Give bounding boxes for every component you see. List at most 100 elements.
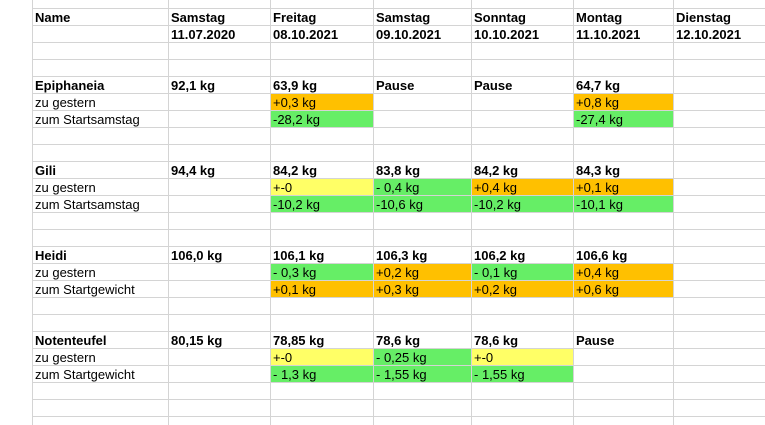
grid-line-horizontal — [32, 161, 765, 162]
delta-cell[interactable]: -27,4 kg — [574, 111, 673, 127]
row-label[interactable]: zu gestern — [35, 350, 96, 365]
grid-line-horizontal — [32, 76, 765, 77]
header-date[interactable]: 11.10.2021 — [576, 27, 641, 42]
grid-line-horizontal — [32, 212, 765, 213]
header-day[interactable]: Samstag — [376, 10, 431, 25]
grid-line-horizontal — [32, 144, 765, 145]
grid-line-horizontal — [32, 263, 765, 264]
grid-line-horizontal — [32, 59, 765, 60]
delta-cell[interactable]: -10,6 kg — [374, 196, 471, 212]
delta-cell[interactable]: -10,2 kg — [472, 196, 573, 212]
delta-cell[interactable]: +0,6 kg — [574, 281, 673, 297]
weight-cell[interactable]: 80,15 kg — [171, 333, 223, 348]
delta-cell[interactable]: +0,1 kg — [574, 179, 673, 195]
delta-cell[interactable]: +-0 — [271, 349, 373, 365]
grid-line-vertical — [373, 0, 374, 425]
header-date[interactable]: 11.07.2020 — [171, 27, 236, 42]
weight-cell[interactable]: 64,7 kg — [576, 78, 621, 93]
weight-cell[interactable]: 78,85 kg — [273, 333, 325, 348]
grid-line-vertical — [573, 0, 574, 425]
row-label[interactable]: zum Startsamstag — [35, 197, 140, 212]
weight-cell[interactable]: 94,4 kg — [171, 163, 216, 178]
delta-cell[interactable]: - 1,3 kg — [271, 366, 373, 382]
grid-line-vertical — [32, 0, 33, 425]
weight-cell[interactable]: 63,9 kg — [273, 78, 318, 93]
header-date[interactable]: 10.10.2021 — [474, 27, 540, 42]
grid-line-horizontal — [32, 110, 765, 111]
person-name[interactable]: Heidi — [35, 248, 67, 263]
grid-line-horizontal — [32, 42, 765, 43]
weight-cell[interactable]: Pause — [474, 78, 513, 93]
delta-cell[interactable]: +0,4 kg — [574, 264, 673, 280]
grid-line-vertical — [673, 0, 674, 425]
delta-cell[interactable]: -28,2 kg — [271, 111, 373, 127]
person-name[interactable]: Epiphaneia — [35, 78, 105, 93]
weight-cell[interactable]: 84,3 kg — [576, 163, 621, 178]
person-name[interactable]: Gili — [35, 163, 56, 178]
delta-cell[interactable]: +0,3 kg — [271, 94, 373, 110]
header-date[interactable]: 08.10.2021 — [273, 27, 339, 42]
grid-line-horizontal — [32, 331, 765, 332]
delta-cell[interactable]: +0,4 kg — [472, 179, 573, 195]
header-name[interactable]: Name — [35, 10, 71, 25]
delta-cell[interactable]: -10,1 kg — [574, 196, 673, 212]
delta-cell[interactable]: - 0,1 kg — [472, 264, 573, 280]
grid-line-horizontal — [32, 25, 765, 26]
weight-cell[interactable]: 106,6 kg — [576, 248, 628, 263]
grid-line-vertical — [168, 0, 169, 425]
grid-line-horizontal — [32, 365, 765, 366]
delta-cell[interactable]: +0,8 kg — [574, 94, 673, 110]
header-date[interactable]: 09.10.2021 — [376, 27, 442, 42]
weight-cell[interactable]: Pause — [576, 333, 615, 348]
delta-cell[interactable]: +0,2 kg — [472, 281, 573, 297]
row-label[interactable]: zum Startgewicht — [35, 367, 135, 382]
delta-cell[interactable]: - 1,55 kg — [472, 366, 573, 382]
delta-cell[interactable]: -10,2 kg — [271, 196, 373, 212]
delta-cell[interactable]: - 0,3 kg — [271, 264, 373, 280]
row-label[interactable]: zu gestern — [35, 180, 96, 195]
grid-line-horizontal — [32, 229, 765, 230]
grid-line-horizontal — [32, 195, 765, 196]
row-label[interactable]: zum Startsamstag — [35, 112, 140, 127]
weight-cell[interactable]: 106,1 kg — [273, 248, 325, 263]
header-day[interactable]: Sonntag — [474, 10, 526, 25]
weight-cell[interactable]: 83,8 kg — [376, 163, 421, 178]
weight-cell[interactable]: 78,6 kg — [474, 333, 519, 348]
grid-line-horizontal — [32, 280, 765, 281]
weight-cell[interactable]: 106,2 kg — [474, 248, 526, 263]
grid-line-vertical — [471, 0, 472, 425]
person-name[interactable]: Notenteufel — [35, 333, 107, 348]
row-label[interactable]: zu gestern — [35, 265, 96, 280]
weight-cell[interactable]: 78,6 kg — [376, 333, 421, 348]
header-day[interactable]: Samstag — [171, 10, 226, 25]
header-day[interactable]: Freitag — [273, 10, 317, 25]
grid-line-horizontal — [32, 246, 765, 247]
grid-line-horizontal — [32, 8, 765, 9]
weight-cell[interactable]: 106,0 kg — [171, 248, 223, 263]
weight-cell[interactable]: Pause — [376, 78, 415, 93]
delta-cell[interactable]: +0,3 kg — [374, 281, 471, 297]
header-date[interactable]: 12.10.2021 — [676, 27, 742, 42]
row-label[interactable]: zum Startgewicht — [35, 282, 135, 297]
delta-cell[interactable]: +-0 — [271, 179, 373, 195]
grid-line-horizontal — [32, 416, 765, 417]
delta-cell[interactable]: - 0,25 kg — [374, 349, 471, 365]
grid-line-horizontal — [32, 348, 765, 349]
grid-line-horizontal — [32, 399, 765, 400]
grid-line-horizontal — [32, 93, 765, 94]
header-day[interactable]: Dienstag — [676, 10, 731, 25]
weight-cell[interactable]: 84,2 kg — [273, 163, 318, 178]
delta-cell[interactable]: - 1,55 kg — [374, 366, 471, 382]
weight-cell[interactable]: 106,3 kg — [376, 248, 428, 263]
delta-cell[interactable]: +0,2 kg — [374, 264, 471, 280]
delta-cell[interactable]: +-0 — [472, 349, 573, 365]
delta-cell[interactable]: +0,1 kg — [271, 281, 373, 297]
header-day[interactable]: Montag — [576, 10, 623, 25]
weight-cell[interactable]: 92,1 kg — [171, 78, 216, 93]
delta-cell[interactable]: - 0,4 kg — [374, 179, 471, 195]
row-label[interactable]: zu gestern — [35, 95, 96, 110]
grid-line-horizontal — [32, 178, 765, 179]
grid-line-horizontal — [32, 314, 765, 315]
weight-cell[interactable]: 84,2 kg — [474, 163, 519, 178]
